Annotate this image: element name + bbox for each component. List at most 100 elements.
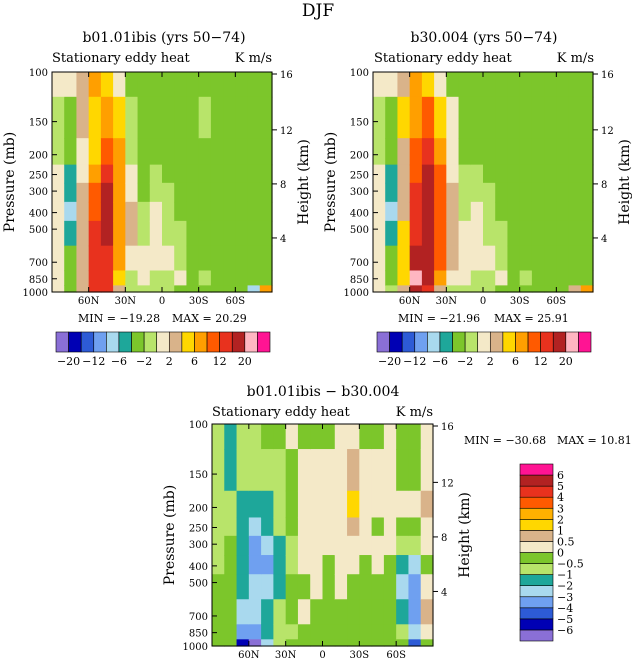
contour-cell [383, 574, 397, 600]
contour-cell [580, 270, 594, 286]
contour-cell [52, 164, 65, 184]
contour-cell [383, 424, 397, 450]
contour-cell [125, 164, 139, 184]
contour-cell [113, 182, 126, 203]
contour-cell [470, 138, 484, 166]
contour-cell [224, 424, 238, 450]
y-tick-label: 1000 [344, 288, 369, 299]
colorbar-label: −3 [557, 591, 573, 604]
contour-cell [137, 245, 151, 272]
colorbar-swatch [401, 331, 416, 353]
contour-cell [495, 96, 509, 139]
contour-cell [76, 285, 90, 293]
contour-cell [495, 270, 509, 286]
panel-2-subtitle-left: Stationary eddy heat [374, 51, 513, 66]
contour-cell [198, 182, 212, 203]
contour-cell [446, 164, 460, 184]
colorbar-swatch [68, 331, 82, 353]
contour-cell [371, 574, 385, 600]
contour-cell [52, 245, 65, 272]
x-tick-label: 60S [547, 296, 567, 307]
contour-cell [174, 164, 188, 184]
contour-cell [285, 449, 299, 492]
contour-cell [310, 624, 324, 640]
contour-cell [334, 490, 348, 519]
contour-cell [261, 599, 274, 625]
contour-cell [420, 517, 434, 537]
contour-cell [125, 245, 139, 272]
contour-cell [458, 138, 472, 166]
contour-cell [162, 285, 175, 293]
contour-cell [186, 96, 200, 139]
contour-cell [186, 138, 200, 166]
colorbar-swatch [519, 485, 554, 498]
contour-cell [371, 424, 385, 450]
colorbar-swatch [257, 331, 271, 353]
contour-cell [531, 138, 545, 166]
contour-cell [273, 490, 287, 519]
contour-cell [397, 72, 411, 98]
contour-cell [396, 555, 410, 575]
colorbar-label: 12 [534, 355, 548, 368]
contour-cell [421, 96, 435, 139]
contour-cell [310, 517, 324, 537]
contour-cell [88, 96, 102, 139]
contour-cell [162, 201, 175, 222]
contour-cell [76, 164, 90, 184]
contour-cell [149, 285, 163, 293]
contour-cell [224, 599, 238, 625]
contour-cell [137, 138, 151, 166]
contour-cell [580, 201, 594, 222]
contour-cell [507, 164, 521, 184]
colorbar-swatch [552, 331, 567, 353]
contour-cell [223, 138, 236, 166]
contour-cell [434, 138, 447, 166]
contour-cell [212, 624, 225, 640]
contour-cell [52, 182, 65, 203]
contour-cell [174, 270, 188, 286]
contour-cell [409, 164, 423, 184]
contour-cell [347, 639, 360, 647]
contour-cell [420, 449, 434, 492]
contour-cell [385, 220, 399, 247]
contour-cell [371, 639, 385, 647]
y-tick-label: 500 [189, 579, 208, 590]
panel-3-title: b01.01ibis − b30.004 [247, 384, 400, 400]
contour-cell [421, 201, 435, 222]
y-tick-label: 1000 [183, 642, 208, 653]
colorbar-swatch [206, 331, 220, 353]
contour-cell [396, 599, 410, 625]
colorbar-swatch [578, 331, 592, 353]
contour-cell [125, 138, 139, 166]
contour-cell [247, 285, 261, 293]
colorbar-label: −4 [557, 602, 573, 615]
contour-cell [556, 220, 570, 247]
contour-cell [458, 285, 472, 293]
contour-cell [88, 285, 102, 293]
contour-cell [373, 270, 386, 286]
contour-cell [409, 285, 423, 293]
contour-cell [408, 424, 422, 450]
contour-cell [458, 182, 472, 203]
contour-cell [446, 270, 460, 286]
contour-cell [544, 96, 557, 139]
contour-cell [212, 517, 225, 537]
contour-cell [408, 574, 422, 600]
contour-cell [261, 517, 274, 537]
contour-cell [580, 182, 594, 203]
contour-cell [137, 220, 151, 247]
colorbar-label: −20 [378, 355, 401, 368]
contour-cell [568, 96, 582, 139]
contour-cell [100, 72, 114, 98]
contour-cell [495, 285, 509, 293]
colorbar-label: −6 [557, 624, 573, 637]
contour-cell [162, 96, 175, 139]
panel-3-contour-plot: 60N 30N 0 30S 60S 100 150 200 250 300 400 500 700 850… [162, 420, 473, 661]
contour-cell [544, 245, 557, 272]
contour-cell [483, 285, 496, 293]
contour-cell [210, 164, 224, 184]
contour-cell [519, 245, 533, 272]
contour-cell [334, 574, 348, 600]
x-tick-label: 30N [115, 296, 137, 307]
